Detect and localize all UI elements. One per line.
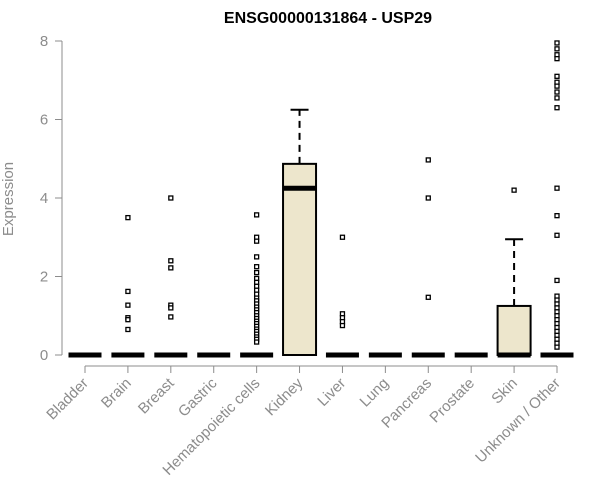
box-group: [411, 157, 445, 358]
box-series: [68, 40, 574, 358]
y-tick-label: 6: [40, 112, 48, 129]
outlier-point: [554, 95, 560, 101]
outlier-point: [554, 277, 560, 284]
box-group: [240, 212, 274, 358]
outlier-point: [425, 157, 431, 163]
x-tick-label: Lung: [357, 375, 393, 411]
chart-title: ENSG00000131864 - USP29: [224, 10, 432, 27]
outlier-point: [554, 73, 560, 79]
outlier-point: [554, 83, 560, 89]
outlier-point: [253, 254, 260, 260]
box-group: [111, 214, 145, 358]
x-tick-label: Brain: [98, 375, 135, 412]
outlier-point: [554, 344, 560, 350]
outlier-point: [168, 258, 174, 264]
outlier-point: [554, 232, 560, 238]
outlier-point: [554, 56, 560, 62]
outlier-point: [554, 46, 560, 52]
box-group: [540, 40, 574, 358]
outlier-point: [554, 185, 560, 191]
outlier-point: [125, 317, 131, 323]
outlier-point: [125, 326, 131, 333]
box-group: [325, 234, 359, 358]
outlier-point: [168, 265, 174, 271]
outlier-point: [168, 195, 174, 201]
outlier-point: [554, 89, 560, 95]
box-group: [282, 108, 318, 356]
box-rect: [496, 304, 532, 356]
outlier-point: [168, 314, 174, 320]
outlier-point: [125, 288, 131, 295]
y-tick-label: 2: [40, 269, 48, 286]
x-tick-label: Bladder: [43, 375, 92, 424]
outlier-point: [425, 294, 431, 300]
y-tick-label: 4: [40, 190, 48, 207]
box-rect: [282, 162, 318, 356]
x-tick-label: Prostate: [426, 375, 478, 427]
outlier-point: [125, 302, 131, 308]
outlier-point: [425, 195, 431, 201]
y-axis-ticks: 0 2 4 6 8: [40, 33, 62, 364]
outlier-point: [511, 187, 517, 193]
outlier-point: [253, 264, 260, 270]
outlier-point: [253, 339, 260, 345]
outlier-point: [339, 322, 346, 329]
y-tick-label: 8: [40, 33, 48, 50]
outlier-point: [554, 40, 560, 46]
box-group: [496, 187, 532, 358]
outlier-point: [253, 212, 260, 218]
y-tick-label: 0: [40, 347, 48, 364]
x-tick-label: Kidney: [262, 374, 307, 419]
outlier-point: [339, 234, 346, 240]
x-tick-label: Breast: [135, 374, 178, 417]
x-tick-label: Skin: [488, 375, 521, 408]
x-tick-label: Liver: [314, 375, 349, 410]
outlier-point: [168, 305, 174, 311]
box-group: [154, 195, 188, 358]
outlier-point: [125, 214, 131, 221]
outlier-point: [253, 238, 260, 244]
y-axis-label: Expression: [0, 162, 17, 236]
outlier-point: [554, 105, 560, 111]
outlier-point: [554, 213, 560, 219]
outlier-point: [253, 269, 260, 276]
